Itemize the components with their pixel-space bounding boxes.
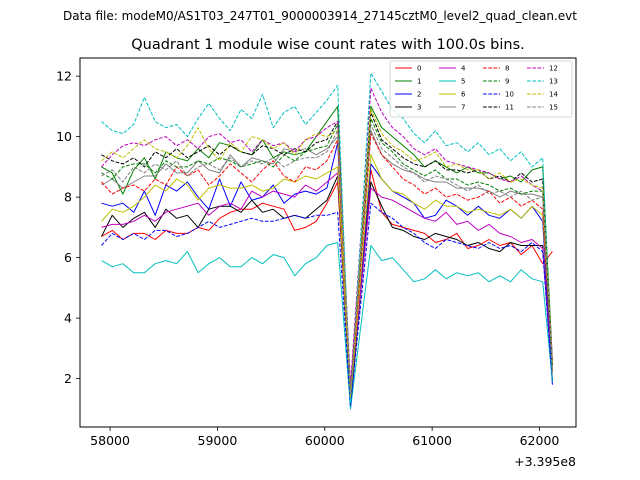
series-line-2 xyxy=(101,142,553,410)
series-line-3 xyxy=(101,175,553,404)
legend-label-15: 15 xyxy=(549,104,558,112)
series-line-10 xyxy=(101,202,553,407)
legend-label-13: 13 xyxy=(549,78,558,86)
legend-label-1: 1 xyxy=(417,78,421,86)
series-line-1 xyxy=(101,105,553,404)
x-tick-label: 60000 xyxy=(305,433,345,448)
series-line-13 xyxy=(101,72,553,404)
series-line-11 xyxy=(101,111,553,392)
legend-label-9: 9 xyxy=(505,78,509,86)
y-axis: 2 4 6 8 10 12 xyxy=(56,69,80,386)
x-tick-label: 59000 xyxy=(198,433,238,448)
legend-label-3: 3 xyxy=(417,104,421,112)
y-tick-label: 10 xyxy=(56,129,72,144)
series-line-8 xyxy=(101,133,553,398)
legend-label-2: 2 xyxy=(417,91,421,99)
series-line-6 xyxy=(101,154,553,401)
y-tick-label: 12 xyxy=(56,69,72,84)
series-line-9 xyxy=(101,118,553,392)
legend-label-14: 14 xyxy=(549,91,558,99)
legend-label-4: 4 xyxy=(461,65,466,73)
y-tick-label: 6 xyxy=(64,250,72,265)
series-line-0 xyxy=(101,169,553,401)
legend-box xyxy=(389,60,573,118)
series-line-4 xyxy=(101,172,553,395)
series-line-7 xyxy=(101,130,553,395)
y-tick-label: 8 xyxy=(64,190,72,205)
x-tick-label: 61000 xyxy=(412,433,452,448)
series-line-12 xyxy=(101,87,553,386)
x-tick-label: 62000 xyxy=(520,433,560,448)
x-axis: 58000 59000 60000 61000 62000 xyxy=(90,427,559,448)
legend-label-11: 11 xyxy=(505,104,514,112)
series-line-14 xyxy=(101,108,553,398)
x-tick-label: 58000 xyxy=(90,433,130,448)
y-tick-label: 4 xyxy=(64,311,72,326)
legend-label-7: 7 xyxy=(461,104,465,112)
series-line-15 xyxy=(101,124,553,395)
legend-label-5: 5 xyxy=(461,78,465,86)
x-axis-offset-label: +3.395e8 xyxy=(514,454,576,469)
legend-label-12: 12 xyxy=(549,65,558,73)
legend-label-0: 0 xyxy=(417,65,421,73)
chart-title: Quadrant 1 module wise count rates with … xyxy=(131,37,525,53)
legend-label-6: 6 xyxy=(461,91,466,99)
legend-label-8: 8 xyxy=(505,65,509,73)
series-layer xyxy=(101,72,553,410)
axes-frame xyxy=(79,57,577,428)
data-file-suptitle: Data file: modeM0/AS1T03_247T01_90000039… xyxy=(63,9,577,23)
series-line-5 xyxy=(101,242,553,410)
legend-label-10: 10 xyxy=(505,91,514,99)
y-tick-label: 2 xyxy=(64,371,72,386)
